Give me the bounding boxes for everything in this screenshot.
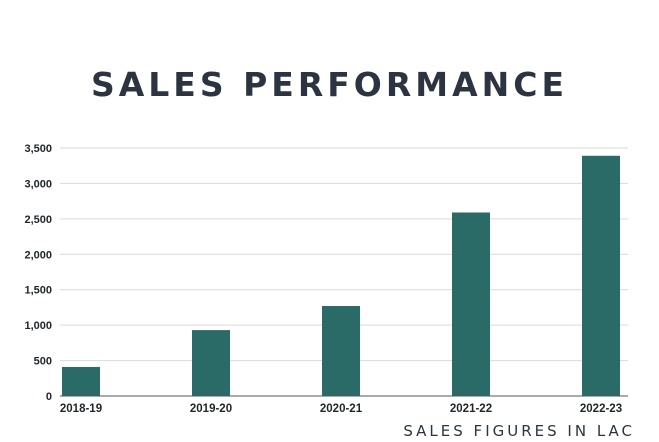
bar-2022-23 (582, 155, 620, 396)
chart-subtitle: SALES FIGURES IN LAC (403, 422, 635, 440)
x-category-label: 2020-21 (320, 403, 363, 415)
y-tick-label: 500 (34, 356, 52, 368)
bars (62, 155, 620, 396)
y-tick-label: 1,500 (24, 285, 52, 297)
chart-title: SALES PERFORMANCE (90, 65, 569, 104)
x-axis-labels: 2018-19 2019-20 2020-21 2021-22 2022-23 (60, 403, 622, 415)
y-tick-label: 2,500 (24, 214, 52, 226)
bar-2020-21 (322, 306, 360, 396)
bar-2021-22 (452, 212, 490, 396)
bar-2018-19 (62, 366, 100, 396)
y-tick-label: 3,000 (24, 178, 52, 190)
y-tick-label: 3,500 (24, 143, 52, 155)
x-category-label: 2018-19 (60, 403, 102, 415)
y-tick-label: 1,000 (24, 320, 52, 332)
x-category-label: 2022-23 (580, 403, 622, 415)
bar-2019-20 (192, 330, 230, 396)
y-axis-ticks: 0 500 1,000 1,500 2,000 2,500 3,000 3,500 (24, 143, 52, 403)
y-tick-label: 0 (46, 391, 52, 403)
y-tick-label: 2,000 (24, 249, 52, 261)
x-category-label: 2021-22 (450, 403, 492, 415)
x-category-label: 2019-20 (190, 403, 232, 415)
